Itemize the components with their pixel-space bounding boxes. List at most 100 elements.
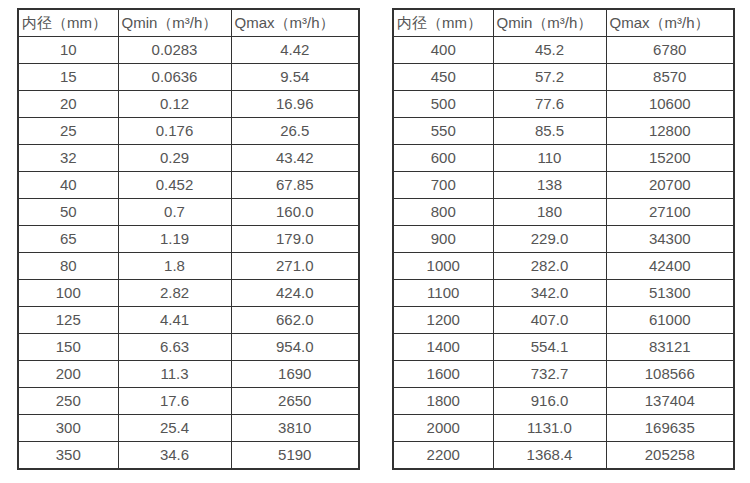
qmax-cell: 662.0 — [231, 307, 359, 334]
qmin-cell: 4.41 — [118, 307, 231, 334]
qmax-cell: 169635 — [606, 415, 734, 442]
table-body: 40045.2678045057.2857050077.61060055085.… — [393, 37, 734, 470]
qmax-cell: 205258 — [606, 442, 734, 470]
table-row: 22001368.4205258 — [393, 442, 734, 470]
diameter-cell: 50 — [18, 199, 118, 226]
qmin-cell: 0.29 — [118, 145, 231, 172]
qmax-cell: 43.42 — [231, 145, 359, 172]
qmin-cell: 1.8 — [118, 253, 231, 280]
diameter-cell: 250 — [18, 388, 118, 415]
flow-spec-page: 内径（mm）Qmin（m³/h）Qmax（m³/h） 100.02834.421… — [0, 0, 750, 483]
table-row: 70013820700 — [393, 172, 734, 199]
table-row: 30025.43810 — [18, 415, 359, 442]
qmax-cell: 83121 — [606, 334, 734, 361]
diameter-cell: 32 — [18, 145, 118, 172]
qmax-header-cell: Qmax（m³/h） — [606, 9, 734, 37]
qmin-cell: 282.0 — [493, 253, 606, 280]
diameter-cell: 200 — [18, 361, 118, 388]
diameter-header-cell: 内径（mm） — [393, 9, 493, 37]
qmax-cell: 27100 — [606, 199, 734, 226]
diameter-cell: 400 — [393, 37, 493, 64]
diameter-cell: 1200 — [393, 307, 493, 334]
table-row: 55085.512800 — [393, 118, 734, 145]
diameter-cell: 700 — [393, 172, 493, 199]
table-row: 200.1216.96 — [18, 91, 359, 118]
table-row: 400.45267.85 — [18, 172, 359, 199]
diameter-cell: 800 — [393, 199, 493, 226]
diameter-cell: 550 — [393, 118, 493, 145]
qmax-cell: 6780 — [606, 37, 734, 64]
table-row: 320.2943.42 — [18, 145, 359, 172]
qmin-cell: 11.3 — [118, 361, 231, 388]
qmin-cell: 916.0 — [493, 388, 606, 415]
table-row: 100.02834.42 — [18, 37, 359, 64]
qmax-cell: 15200 — [606, 145, 734, 172]
diameter-cell: 40 — [18, 172, 118, 199]
qmin-cell: 0.12 — [118, 91, 231, 118]
qmax-cell: 20700 — [606, 172, 734, 199]
qmax-cell: 424.0 — [231, 280, 359, 307]
diameter-cell: 500 — [393, 91, 493, 118]
table-row: 35034.65190 — [18, 442, 359, 470]
qmax-cell: 3810 — [231, 415, 359, 442]
header-row: 内径（mm）Qmin（m³/h）Qmax（m³/h） — [18, 9, 359, 37]
qmax-cell: 26.5 — [231, 118, 359, 145]
diameter-cell: 65 — [18, 226, 118, 253]
table-row: 1800916.0137404 — [393, 388, 734, 415]
qmin-cell: 138 — [493, 172, 606, 199]
qmax-cell: 2650 — [231, 388, 359, 415]
table-row: 801.8271.0 — [18, 253, 359, 280]
table-row: 1002.82424.0 — [18, 280, 359, 307]
qmin-cell: 57.2 — [493, 64, 606, 91]
qmin-cell: 45.2 — [493, 37, 606, 64]
diameter-cell: 900 — [393, 226, 493, 253]
flow-spec-table-small-diameters: 内径（mm）Qmin（m³/h）Qmax（m³/h） 100.02834.42 1… — [17, 8, 360, 470]
qmax-cell: 179.0 — [231, 226, 359, 253]
qmin-cell: 1368.4 — [493, 442, 606, 470]
table-row: 80018027100 — [393, 199, 734, 226]
table-row: 45057.28570 — [393, 64, 734, 91]
qmax-cell: 51300 — [606, 280, 734, 307]
qmax-cell: 12800 — [606, 118, 734, 145]
qmin-cell: 554.1 — [493, 334, 606, 361]
diameter-cell: 300 — [18, 415, 118, 442]
qmin-cell: 180 — [493, 199, 606, 226]
table-row: 1000282.042400 — [393, 253, 734, 280]
diameter-cell: 20 — [18, 91, 118, 118]
diameter-cell: 1800 — [393, 388, 493, 415]
qmin-cell: 77.6 — [493, 91, 606, 118]
table-row: 1600732.7108566 — [393, 361, 734, 388]
diameter-cell: 1100 — [393, 280, 493, 307]
table-row: 1506.63954.0 — [18, 334, 359, 361]
qmin-cell: 34.6 — [118, 442, 231, 470]
table-row: 50077.610600 — [393, 91, 734, 118]
table-row: 250.17626.5 — [18, 118, 359, 145]
diameter-cell: 600 — [393, 145, 493, 172]
table-row: 1100342.051300 — [393, 280, 734, 307]
diameter-cell: 450 — [393, 64, 493, 91]
qmin-cell: 732.7 — [493, 361, 606, 388]
table-row: 20011.31690 — [18, 361, 359, 388]
qmax-cell: 42400 — [606, 253, 734, 280]
qmin-header-cell: Qmin（m³/h） — [493, 9, 606, 37]
qmin-cell: 407.0 — [493, 307, 606, 334]
qmin-cell: 110 — [493, 145, 606, 172]
table-row: 25017.62650 — [18, 388, 359, 415]
table-row: 60011015200 — [393, 145, 734, 172]
qmin-cell: 2.82 — [118, 280, 231, 307]
qmax-cell: 10600 — [606, 91, 734, 118]
table-row: 20001131.0169635 — [393, 415, 734, 442]
table-row: 1400554.183121 — [393, 334, 734, 361]
qmax-cell: 954.0 — [231, 334, 359, 361]
table-row: 1254.41662.0 — [18, 307, 359, 334]
diameter-cell: 350 — [18, 442, 118, 470]
diameter-cell: 125 — [18, 307, 118, 334]
qmax-cell: 34300 — [606, 226, 734, 253]
qmin-cell: 85.5 — [493, 118, 606, 145]
qmin-cell: 0.0636 — [118, 64, 231, 91]
qmax-cell: 5190 — [231, 442, 359, 470]
flow-spec-table-large-diameters: 内径（mm）Qmin（m³/h）Qmax（m³/h） 40045.2678045… — [392, 8, 735, 470]
diameter-cell: 100 — [18, 280, 118, 307]
qmax-header-cell: Qmax（m³/h） — [231, 9, 359, 37]
qmax-cell: 271.0 — [231, 253, 359, 280]
